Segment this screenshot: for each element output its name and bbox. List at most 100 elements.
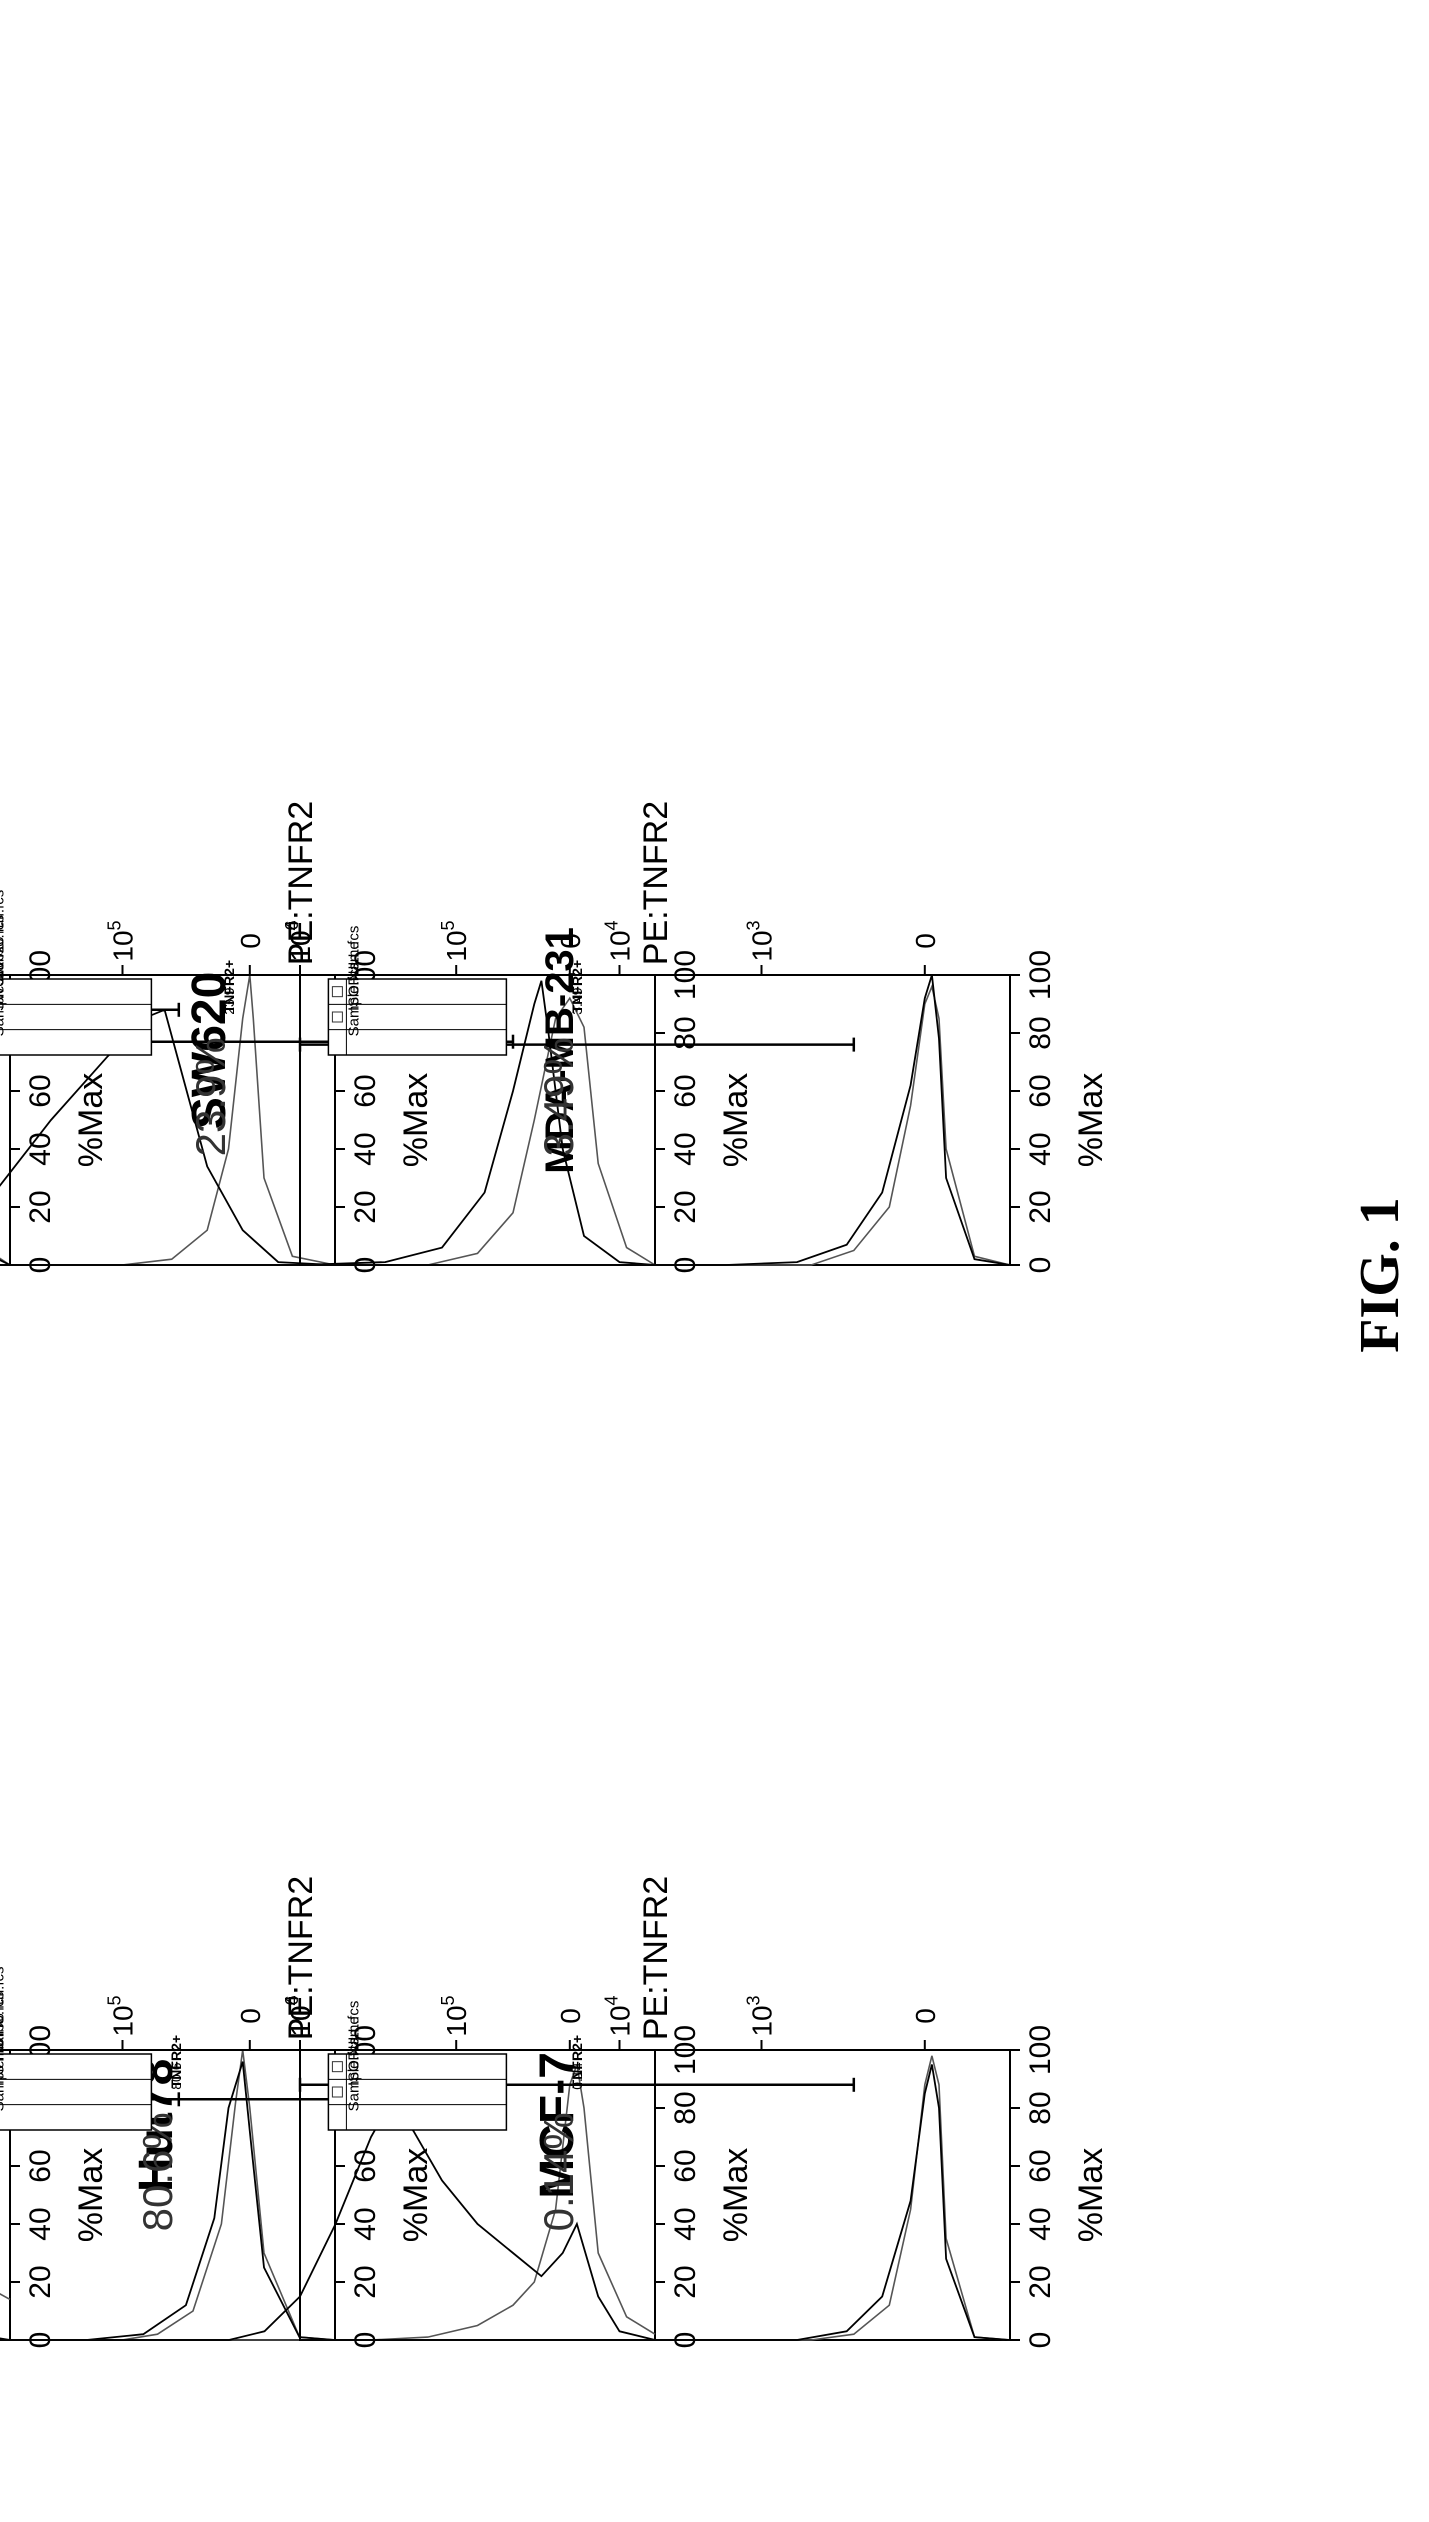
x-tick-base: 10 bbox=[605, 2005, 636, 2036]
x-tick-label: 103 bbox=[744, 1995, 778, 2036]
y-tick-label: 100 bbox=[1024, 950, 1057, 1000]
y-tick-label: 40 bbox=[669, 1132, 702, 1165]
legend-box bbox=[327, 2053, 508, 2131]
gate-value: 23.9 bbox=[221, 987, 237, 1014]
y-axis-label: %Max bbox=[397, 2148, 435, 2242]
y-axis-label: %Max bbox=[397, 1073, 435, 1167]
sample-percent: 0.14% bbox=[535, 2112, 582, 2231]
x-tick-label: 0 bbox=[910, 2008, 941, 2024]
histogram-panels: 020406080100%Max0104105106PE:TNFR2TNFR2+… bbox=[0, 801, 1110, 2349]
y-tick-label: 40 bbox=[24, 2207, 57, 2240]
y-tick-label: 40 bbox=[669, 2207, 702, 2240]
legend-entry: HUT78 full.fcs bbox=[0, 1966, 7, 2060]
y-tick-label: 80 bbox=[1024, 2091, 1057, 2124]
y-tick-label: 100 bbox=[1024, 2025, 1057, 2075]
legend-entry: SW620 full.fcs bbox=[0, 890, 7, 986]
x-axis-label: PE:TNFR2 bbox=[282, 801, 320, 965]
legend-header: Sample Name bbox=[345, 941, 362, 1036]
y-axis-label: %Max bbox=[1072, 2148, 1110, 2242]
x-tick-base: 0 bbox=[235, 933, 266, 949]
gate-value: 3.49 bbox=[569, 987, 585, 1014]
x-tick-label: 104 bbox=[602, 920, 636, 961]
legend-entry: FULL.fcs bbox=[345, 926, 362, 986]
x-tick-label: 105 bbox=[105, 1995, 139, 2036]
y-tick-label: 20 bbox=[24, 1190, 57, 1223]
legend-box bbox=[0, 978, 153, 1056]
plot-frame bbox=[0, 974, 11, 1266]
histogram-iso bbox=[0, 2049, 336, 2341]
y-tick-label: 60 bbox=[669, 1074, 702, 1107]
histogram-iso bbox=[300, 2055, 1011, 2341]
y-tick-label: 80 bbox=[1024, 1016, 1057, 1049]
gate-value: 80.6 bbox=[168, 2062, 184, 2089]
histogram-iso bbox=[0, 974, 336, 1266]
x-tick-base: 0 bbox=[555, 933, 586, 949]
histogram-panel-sw620: 020406080100%Max0104105106PE:TNFR2TNFR2+… bbox=[0, 801, 755, 1273]
histogram-iso bbox=[0, 2064, 656, 2341]
x-tick-exponent: 5 bbox=[438, 920, 458, 930]
y-tick-label: 40 bbox=[349, 2207, 382, 2240]
histogram-iso bbox=[300, 983, 1011, 1266]
y-tick-label: 20 bbox=[1024, 2265, 1057, 2298]
y-tick-label: 40 bbox=[349, 1132, 382, 1165]
y-tick-label: 60 bbox=[1024, 1074, 1057, 1107]
legend-header: Sample Name bbox=[345, 2016, 362, 2111]
histogram-full bbox=[300, 2064, 1011, 2341]
histogram-iso bbox=[0, 996, 656, 1266]
y-tick-label: 20 bbox=[24, 2265, 57, 2298]
plot-frame bbox=[0, 2049, 336, 2341]
x-tick-label: 104 bbox=[282, 1995, 316, 2036]
legend-entry: ISO.fcs bbox=[345, 962, 362, 1011]
legend-swatch bbox=[331, 2086, 343, 2098]
legend-entry: FULL.fcs bbox=[345, 2001, 362, 2061]
x-tick-base: 0 bbox=[235, 2008, 266, 2024]
x-tick-exponent: 4 bbox=[282, 920, 302, 930]
histogram-panel-hut78: 020406080100%Max0104105106PE:TNFR2TNFR2+… bbox=[0, 1876, 755, 2348]
x-tick-exponent: 4 bbox=[282, 1995, 302, 2005]
x-tick-label: 104 bbox=[282, 920, 316, 961]
sample-name: MDA-MB-231 bbox=[538, 927, 582, 1174]
y-tick-label: 0 bbox=[1024, 2332, 1057, 2349]
x-tick-base: 10 bbox=[441, 2005, 472, 2036]
y-axis-label: %Max bbox=[72, 2148, 110, 2242]
x-tick-label: 105 bbox=[105, 920, 139, 961]
legend-box bbox=[0, 2053, 153, 2131]
y-tick-label: 60 bbox=[669, 2149, 702, 2182]
x-tick-base: 10 bbox=[747, 930, 778, 961]
x-tick-exponent: 6 bbox=[282, 920, 302, 930]
legend-swatch bbox=[331, 986, 343, 998]
x-tick-exponent: 4 bbox=[602, 920, 622, 930]
x-tick-exponent: 5 bbox=[105, 1995, 125, 2005]
y-tick-label: 60 bbox=[24, 1074, 57, 1107]
sample-percent: 23.9% bbox=[187, 1037, 234, 1156]
x-tick-base: 10 bbox=[108, 2005, 139, 2036]
histogram-full bbox=[300, 974, 1011, 1266]
y-tick-label: 20 bbox=[669, 1190, 702, 1223]
x-tick-exponent: 5 bbox=[438, 1995, 458, 2005]
y-tick-label: 80 bbox=[669, 2091, 702, 2124]
y-axis-label: %Max bbox=[1072, 1073, 1110, 1167]
plot-frame bbox=[0, 974, 336, 1266]
x-axis-label: PE:TNFR2 bbox=[637, 1876, 675, 2040]
legend-entry: SW620 iso.fcs bbox=[0, 915, 7, 1011]
x-tick-base: 0 bbox=[910, 933, 941, 949]
histogram-full bbox=[0, 980, 656, 1266]
gate-label: TNFR2+ bbox=[569, 2035, 585, 2088]
x-tick-label: 106 bbox=[282, 920, 316, 961]
gate-value: 0.14 bbox=[569, 2062, 585, 2089]
gate-label: TNFR2+ bbox=[168, 2035, 184, 2088]
x-tick-exponent: 3 bbox=[744, 920, 764, 930]
sample-percent: 3.49% bbox=[535, 1037, 582, 1156]
x-tick-base: 10 bbox=[747, 2005, 778, 2036]
histogram-full bbox=[0, 2061, 336, 2341]
gate-label: TNFR2+ bbox=[221, 960, 237, 1013]
y-tick-label: 20 bbox=[1024, 1190, 1057, 1223]
y-tick-label: 20 bbox=[349, 1190, 382, 1223]
y-tick-label: 20 bbox=[349, 2265, 382, 2298]
x-tick-base: 10 bbox=[108, 930, 139, 961]
y-axis-label: %Max bbox=[717, 1073, 755, 1167]
